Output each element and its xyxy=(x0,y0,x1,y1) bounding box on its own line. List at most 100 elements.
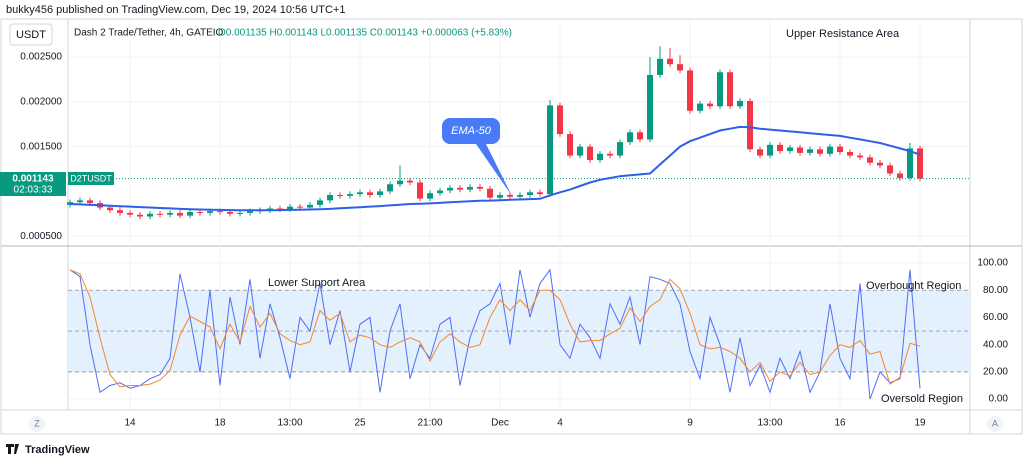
candle-body xyxy=(557,105,563,135)
candle-body xyxy=(837,146,843,152)
annotation: Upper Resistance Area xyxy=(786,28,900,40)
candle-body xyxy=(547,105,553,195)
candle-body xyxy=(507,195,513,197)
candle-body xyxy=(777,144,783,152)
last-price: 0.001143 xyxy=(12,174,54,185)
candle-body xyxy=(747,100,753,150)
candle-body xyxy=(147,213,153,217)
candle-body xyxy=(227,212,233,214)
publish-info: bukky456 published on TradingView.com, D… xyxy=(6,4,346,16)
candle-body xyxy=(647,74,653,140)
candle-body xyxy=(357,192,363,195)
symbol-tag xyxy=(68,172,114,185)
candle-body xyxy=(417,182,423,199)
candle-body xyxy=(477,186,483,189)
y-tick-label: 100.00 xyxy=(977,258,1008,269)
candle-body xyxy=(187,212,193,216)
candle-body xyxy=(457,187,463,190)
candle-body xyxy=(497,195,503,198)
y-tick-label: 0.000500 xyxy=(20,231,62,242)
candle-body xyxy=(607,153,613,156)
candle-body xyxy=(247,211,253,213)
candle-body xyxy=(217,211,223,213)
y-tick-label: 40.00 xyxy=(983,339,1008,350)
x-tick-label: 21:00 xyxy=(417,418,442,429)
candle-body xyxy=(387,184,393,192)
candle-body xyxy=(367,192,373,195)
candle-body xyxy=(587,146,593,161)
plot-area: 0.000500 0.001500 0.002000 0.002500 0.00 20.0… xyxy=(20,20,1008,410)
symbol-legend: Dash 2 Trade/Tether, 4h, GATEIO xyxy=(74,28,224,39)
currency-button[interactable] xyxy=(9,23,53,46)
candle-body xyxy=(127,212,133,215)
series-line xyxy=(69,268,921,400)
candle-body xyxy=(407,180,413,183)
y-tick-label: 20.00 xyxy=(983,367,1008,378)
x-tick-label: 13:00 xyxy=(757,418,782,429)
timezone-label[interactable]: Z xyxy=(34,418,40,428)
candle-body xyxy=(347,194,353,196)
candle-body xyxy=(67,202,73,205)
series-line xyxy=(69,125,921,212)
callout-label: EMA-50 xyxy=(451,125,492,137)
candle-body xyxy=(377,191,383,195)
candle-body xyxy=(877,162,883,166)
candle-body xyxy=(617,142,623,156)
candle-body xyxy=(737,100,743,107)
callout-bubble xyxy=(442,118,512,196)
candle-body xyxy=(687,70,693,111)
candle-body xyxy=(887,165,893,174)
candle-body xyxy=(397,180,403,185)
ohlc-legend: O0.001135 H0.001143 L0.001135 C0.001143 … xyxy=(218,28,512,39)
y-tick-label: 0.001500 xyxy=(20,141,62,152)
candle-body xyxy=(297,206,303,208)
x-tick-label: 9 xyxy=(687,418,693,429)
candle-body xyxy=(327,195,333,201)
autoscale-button[interactable] xyxy=(987,416,1003,432)
candle-body xyxy=(667,58,673,65)
autoscale-label[interactable]: A xyxy=(992,418,998,428)
x-tick-label: 25 xyxy=(354,418,366,429)
annotation: Oversold Region xyxy=(881,393,963,405)
candle-body xyxy=(797,147,803,153)
candle-body xyxy=(847,151,853,156)
candle-body xyxy=(307,204,313,208)
candle-body xyxy=(897,173,903,178)
annotation: Lower Support Area xyxy=(268,277,366,289)
candle-body xyxy=(707,103,713,107)
candle-body xyxy=(517,195,523,197)
currency-label[interactable]: USDT xyxy=(16,29,46,41)
candle-body xyxy=(157,213,163,215)
y-tick-label: 60.00 xyxy=(983,312,1008,323)
candle-body xyxy=(487,188,493,198)
x-tick-label: 4 xyxy=(557,418,563,429)
candle-body xyxy=(117,210,123,213)
candle-body xyxy=(277,208,283,210)
y-tick-label: 0.00 xyxy=(989,394,1009,405)
candle-body xyxy=(767,144,773,156)
candle-body xyxy=(527,192,533,195)
candle-body xyxy=(87,200,93,204)
symbol-tag-label: D2TUSDT xyxy=(70,173,112,183)
candle-body xyxy=(197,212,203,214)
candle-body xyxy=(757,149,763,156)
candle-body xyxy=(437,190,443,194)
x-tick-label: Dec xyxy=(491,418,509,429)
candle-body xyxy=(827,146,833,154)
candle-body xyxy=(567,134,573,156)
candle-body xyxy=(77,200,83,203)
candle-body xyxy=(807,149,813,153)
x-tick-label: 16 xyxy=(834,418,846,429)
timezone-button[interactable] xyxy=(29,416,45,432)
x-tick-label: 19 xyxy=(914,418,926,429)
candle-body xyxy=(337,195,343,196)
x-tick-label: 14 xyxy=(124,418,136,429)
series-line xyxy=(69,269,921,388)
y-tick-label: 0.002500 xyxy=(20,52,62,63)
y-tick-label: 80.00 xyxy=(983,285,1008,296)
candle-body xyxy=(447,187,453,191)
countdown: 02:03:33 xyxy=(14,185,53,196)
candle-body xyxy=(637,132,643,140)
candle-body xyxy=(207,211,213,213)
